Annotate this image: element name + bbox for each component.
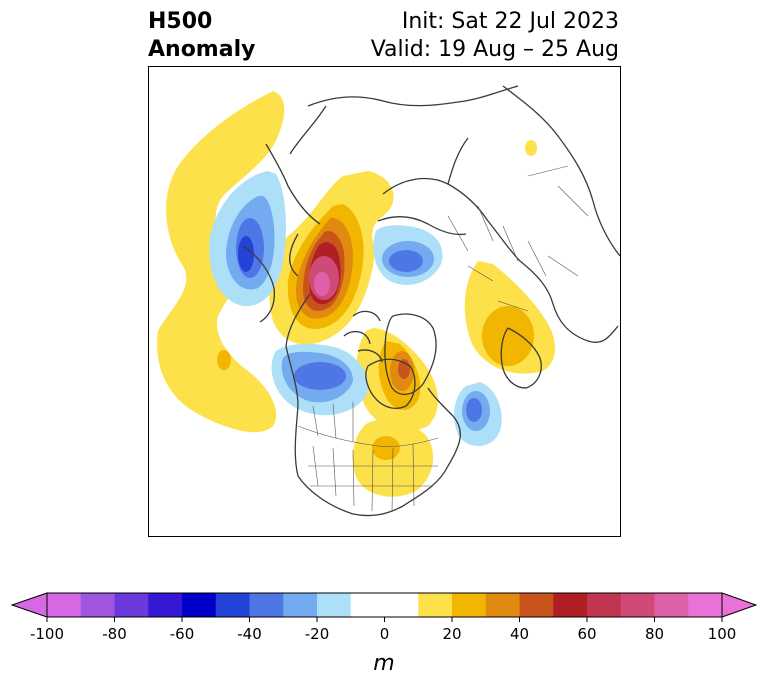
- eastern-us-ridge-20: [372, 436, 400, 460]
- colorbar-label: m: [373, 651, 394, 676]
- western-canada-trough-40: [294, 362, 346, 390]
- colorbar-segment: [452, 593, 487, 617]
- hudson-bay: [365, 358, 416, 409]
- siberia-trough-40: [389, 250, 423, 272]
- chart-title: H500 Anomaly: [148, 8, 255, 64]
- colorbar-tick-label: 80: [645, 625, 664, 643]
- negative-anomaly-fields: [209, 171, 502, 447]
- colorbar-tick-label: 0: [380, 625, 390, 643]
- north-pacific-small-ridge: [217, 350, 231, 370]
- title-line-1: H500: [148, 9, 213, 34]
- colorbar-segment: [350, 593, 419, 617]
- colorbar-segment: [519, 593, 554, 617]
- colorbar-segments: [10, 592, 758, 618]
- canadian-archipelago: [343, 310, 383, 363]
- colorbar-segment: [553, 593, 588, 617]
- title-line-2: Anomaly: [148, 37, 256, 62]
- colorbar-tick-label: -40: [237, 625, 262, 643]
- anomaly-map: [148, 66, 621, 537]
- russia-ridge-20: [482, 306, 534, 366]
- north-atlantic-trough-30: [466, 398, 482, 422]
- colorbar-segment: [587, 593, 622, 617]
- colorbar-tick-label: -100: [30, 625, 64, 643]
- us-canada-border: [297, 425, 439, 447]
- colorbar-segment: [485, 593, 520, 617]
- colorbar-tick-label: -60: [170, 625, 195, 643]
- siberia-coast: [307, 85, 621, 257]
- colorbar: -100 -80 -60 -40 -20 0 20 40 60 80 100 m: [10, 592, 758, 676]
- political-borders: [297, 165, 589, 513]
- colorbar-segment: [215, 593, 250, 617]
- north-america-coastline: [265, 105, 461, 517]
- colorbar-segment: [80, 593, 115, 617]
- colorbar-segment: [182, 593, 217, 617]
- colorbar-segment: [249, 593, 284, 617]
- colorbar-extend-max: [721, 592, 758, 618]
- colorbar-segment: [654, 593, 689, 617]
- us-state-lines: [308, 443, 438, 513]
- kara-sea-ridge: [525, 140, 537, 156]
- colorbar-segment: [47, 593, 82, 617]
- colorbar-tick-label: 100: [708, 625, 737, 643]
- colorbar-segment: [688, 593, 723, 617]
- alaska-coast: [242, 245, 276, 323]
- colorbar-tick-label: 20: [442, 625, 461, 643]
- colorbar-segment: [283, 593, 318, 617]
- canada-province-lines: [312, 402, 354, 442]
- valid-range: Valid: 19 Aug – 25 Aug: [370, 37, 619, 62]
- scandinavia-coast: [500, 327, 542, 389]
- colorbar-ticks: -100 -80 -60 -40 -20 0 20 40 60 80 100: [30, 617, 736, 643]
- coastlines: [242, 85, 621, 517]
- colorbar-extend-min: [10, 592, 48, 618]
- colorbar-segment: [317, 593, 352, 617]
- eurasia-country-lines: [447, 165, 589, 312]
- init-date: Init: Sat 22 Jul 2023: [401, 9, 619, 34]
- central-arctic-ridge-peak: [314, 272, 330, 296]
- greenland-coast: [384, 313, 437, 395]
- colorbar-segment: [148, 593, 183, 617]
- colorbar-tick-label: 60: [577, 625, 596, 643]
- colorbar-segment: [114, 593, 149, 617]
- colorbar-tick-label: -80: [102, 625, 127, 643]
- colorbar-tick-label: 40: [510, 625, 529, 643]
- colorbar-segment: [620, 593, 655, 617]
- forecast-dates: Init: Sat 22 Jul 2023 Valid: 19 Aug – 25…: [371, 8, 619, 64]
- eurasia-coastline: [377, 137, 619, 343]
- map-frame: [148, 66, 621, 537]
- colorbar-tick-label: -20: [305, 625, 330, 643]
- bering-trough-50: [238, 236, 254, 272]
- colorbar-segment: [418, 593, 453, 617]
